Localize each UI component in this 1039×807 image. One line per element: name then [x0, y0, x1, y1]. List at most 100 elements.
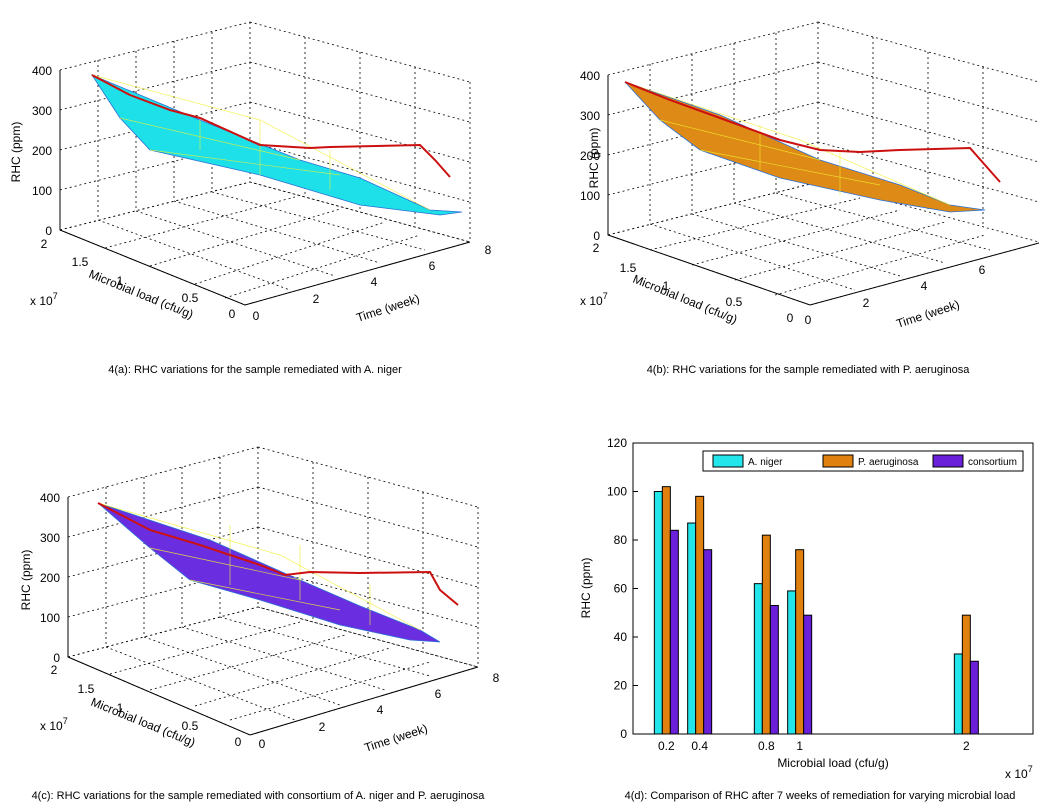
panel-d-y-tick: 80 — [614, 533, 628, 547]
legend-label-1: P. aeruginosa — [858, 457, 919, 468]
panel-a-y-tick: 2 — [41, 237, 48, 251]
panel-c-z-tick: 0 — [53, 651, 60, 665]
panel-a-ylabel: Microbial load (cfu/g) — [87, 267, 196, 322]
bar-consortium-1 — [803, 614, 813, 735]
panel-a-axes — [59, 70, 471, 306]
panel-a-z-tick: 300 — [32, 104, 52, 118]
legend-label-2: consortium — [968, 457, 1017, 468]
panel-b-exponent: x 107 — [580, 291, 608, 308]
panel-a-x-ticks: 0 2 4 6 8 — [253, 243, 492, 323]
bar-p-aeruginosa-0_8 — [761, 534, 771, 735]
panel-c-x-tick: 6 — [435, 687, 442, 701]
panel-a-mesh — [91, 74, 431, 211]
bar-consortium-0_4 — [703, 549, 713, 735]
panel-c-y-tick: 0.5 — [182, 719, 199, 733]
panel-d-bar-chart: 0 20 40 60 80 100 120 0.2 0.4 0.8 1 2 A. niger P. a… — [579, 436, 1034, 802]
panel-c-caption: 4(c): RHC variations for the sample reme… — [32, 790, 486, 802]
panel-b-z-tick: 300 — [580, 109, 600, 123]
panel-c-xlabel: Time (week) — [363, 721, 430, 755]
panel-a-z-tick: 0 — [45, 224, 52, 238]
panel-d-x-tick: 2 — [963, 739, 970, 753]
panel-c-y-tick: 1 — [117, 701, 124, 715]
panel-d-x-exponent: x 107 — [1005, 764, 1033, 781]
bar-consortium-0_8 — [769, 604, 779, 735]
panel-d-xlabel: Microbial load (cfu/g) — [777, 756, 888, 770]
panel-b-red-line — [624, 81, 1001, 183]
bar-p-aeruginosa-1 — [795, 549, 805, 735]
panel-d-y-tick: 0 — [620, 727, 627, 741]
panel-b-x-tick: 2 — [863, 296, 870, 310]
panel-d-legend: A. niger P. aeruginosa consortium — [702, 450, 1024, 472]
panel-b-y-ticks: 2 1.5 1 0.5 0 — [593, 241, 794, 325]
panel-d-x-tick: 1 — [796, 739, 803, 753]
panel-d-x-tick: 0.4 — [691, 739, 708, 753]
legend-swatch-1 — [822, 454, 854, 468]
panel-b-z-tick: 100 — [580, 189, 600, 203]
panel-b-caption: 4(b): RHC variations for the sample reme… — [647, 364, 971, 376]
panel-c-z-tick: 400 — [40, 491, 60, 505]
panel-a-exponent: x 107 — [30, 291, 58, 308]
panel-a: 400 300 200 100 0 2 1.5 1 0.5 0 0 2 4 6 … — [9, 21, 492, 376]
panel-b-ylabel: Microbial load (cfu/g) — [631, 272, 740, 327]
panel-b-axes — [607, 75, 1039, 306]
panel-b-z-tick: 400 — [580, 69, 600, 83]
panel-d-caption: 4(d): Comparison of RHC after 7 weeks of… — [625, 790, 1016, 802]
panel-a-y-tick: 1 — [117, 274, 124, 288]
panel-a-y-tick: 0 — [229, 307, 236, 321]
panel-a-red-line — [91, 74, 451, 178]
panel-a-x-tick: 4 — [371, 275, 378, 289]
panel-c-y-tick: 0 — [235, 735, 242, 749]
panel-a-z-tick: 400 — [32, 64, 52, 78]
panel-b-z-tick: 200 — [580, 149, 600, 163]
legend-label-0: A. niger — [748, 457, 783, 468]
panel-a-x-tick: 2 — [313, 292, 320, 306]
bar-consortium-2 — [969, 660, 979, 735]
panel-c-exponent: x 107 — [40, 716, 68, 733]
panel-a-caption: 4(a): RHC variations for the sample reme… — [108, 364, 402, 376]
panel-b: 400 300 200 100 0 2 1.5 1 0.5 0 0 2 4 6 … — [580, 21, 1039, 376]
panel-a-z-tick: 100 — [32, 184, 52, 198]
panel-d-x-tick: 0.2 — [658, 739, 675, 753]
panel-b-y-tick: 1 — [663, 279, 670, 293]
panel-c-zlabel: RHC (ppm) — [19, 550, 33, 611]
panel-a-zlabel: RHC (ppm) — [9, 122, 23, 183]
panel-a-y-tick: 0.5 — [182, 291, 199, 305]
legend-swatch-2 — [932, 454, 964, 468]
panel-c-axes — [67, 497, 479, 736]
bar-a-niger-0_4 — [687, 522, 697, 735]
panel-c-x-ticks: 0 2 4 6 8 — [259, 671, 500, 751]
panel-b-mesh — [624, 81, 951, 206]
panel-c-x-tick: 0 — [259, 737, 266, 751]
panel-a-z-tick: 200 — [32, 144, 52, 158]
panel-b-x-tick: 0 — [805, 313, 812, 327]
panel-c-surface — [97, 502, 441, 643]
panel-a-x-tick: 8 — [485, 243, 492, 257]
panel-d-y-tick: 120 — [607, 436, 627, 450]
panel-a-y-tick: 1.5 — [72, 255, 89, 269]
bar-a-niger-2 — [953, 653, 963, 735]
panel-b-x-tick: 6 — [979, 263, 986, 277]
panel-d-bars — [653, 486, 979, 735]
panel-c-red-line — [97, 502, 459, 606]
panel-b-xlabel: Time (week) — [895, 297, 962, 331]
panel-a-z-ticks: 400 300 200 100 0 — [32, 64, 52, 238]
panel-a-x-tick: 6 — [429, 259, 436, 273]
bar-a-niger-0_8 — [753, 583, 763, 735]
bar-p-aeruginosa-0_2 — [661, 486, 671, 735]
bar-a-niger-1 — [787, 590, 797, 735]
panel-c-y-ticks: 2 1.5 1 0.5 0 — [51, 663, 242, 749]
panel-b-surface — [624, 81, 986, 213]
panel-c-z-ticks: 400 300 200 100 0 — [40, 491, 60, 665]
panel-d-y-tick: 60 — [614, 582, 628, 596]
bar-p-aeruginosa-0_4 — [695, 495, 705, 735]
panel-b-y-tick: 0.5 — [726, 295, 743, 309]
panel-b-x-ticks: 0 2 4 6 — [805, 263, 986, 327]
panel-c-x-tick: 4 — [377, 703, 384, 717]
panel-a-x-tick: 0 — [253, 309, 260, 323]
panel-b-z-ticks: 400 300 200 100 0 — [580, 69, 600, 243]
panel-b-y-tick: 1.5 — [620, 261, 637, 275]
panel-c-x-tick: 2 — [319, 720, 326, 734]
bar-consortium-0_2 — [669, 529, 679, 735]
panel-c-y-tick: 2 — [51, 663, 58, 677]
